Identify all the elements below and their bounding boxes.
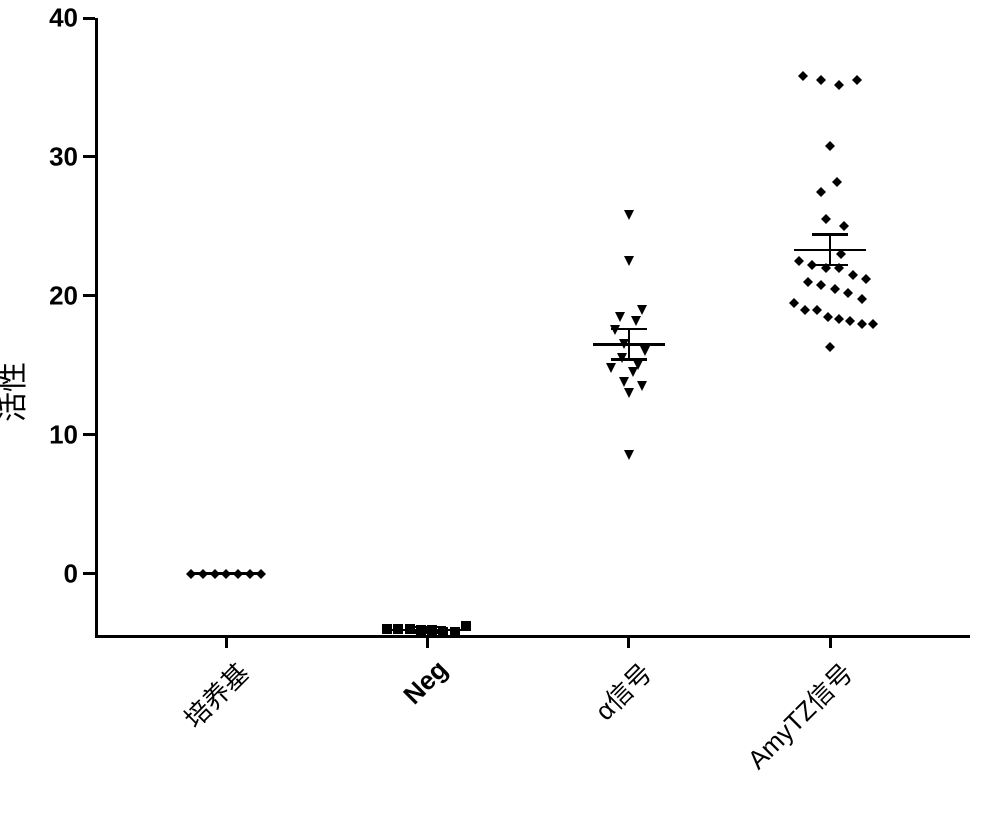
diamond-marker xyxy=(812,305,822,315)
diamond-marker xyxy=(834,314,844,324)
diamond-marker xyxy=(832,177,842,187)
triangle-down-marker xyxy=(637,305,647,315)
ytick-line xyxy=(83,294,95,297)
xtick-line xyxy=(225,636,228,648)
diamond-marker xyxy=(834,80,844,90)
dotplot-chart: 活性 010203040 培养基Negα信号AmyTZ信号 xyxy=(0,0,1000,783)
xtick-label: Neg xyxy=(290,654,453,817)
error-cap xyxy=(812,264,848,267)
xtick-line xyxy=(426,636,429,648)
triangle-down-marker xyxy=(624,388,634,398)
mean-line xyxy=(190,572,262,575)
diamond-marker xyxy=(816,187,826,197)
ytick-label: 10 xyxy=(49,419,78,450)
ytick-label: 20 xyxy=(49,280,78,311)
diamond-marker xyxy=(868,319,878,329)
error-bar xyxy=(628,329,631,360)
triangle-down-marker xyxy=(631,316,641,326)
error-cap xyxy=(812,233,848,236)
diamond-marker xyxy=(843,288,853,298)
diamond-marker xyxy=(816,75,826,85)
triangle-down-marker xyxy=(619,377,629,387)
ytick-label: 0 xyxy=(64,558,78,589)
error-cap xyxy=(611,328,647,331)
diamond-marker xyxy=(861,274,871,284)
xtick-line xyxy=(627,636,630,648)
diamond-marker xyxy=(821,214,831,224)
diamond-marker xyxy=(830,284,840,294)
diamond-marker xyxy=(803,277,813,287)
diamond-marker xyxy=(823,312,833,322)
triangle-down-marker xyxy=(606,363,616,373)
triangle-down-marker xyxy=(615,312,625,322)
ytick-label: 40 xyxy=(49,3,78,34)
triangle-down-marker xyxy=(628,367,638,377)
triangle-down-marker xyxy=(637,381,647,391)
xtick-label: α信号 xyxy=(491,654,659,822)
diamond-marker xyxy=(816,280,826,290)
xtick-label: AmyTZ信号 xyxy=(693,654,861,822)
diamond-marker xyxy=(825,342,835,352)
diamond-marker xyxy=(794,256,804,266)
diamond-marker xyxy=(825,141,835,151)
triangle-down-marker xyxy=(640,346,650,356)
ytick-line xyxy=(83,572,95,575)
ytick-line xyxy=(83,155,95,158)
xtick-line xyxy=(829,636,832,648)
error-cap xyxy=(611,358,647,361)
diamond-marker xyxy=(852,75,862,85)
error-cap xyxy=(410,626,446,629)
diamond-marker xyxy=(800,305,810,315)
ytick-line xyxy=(83,433,95,436)
triangle-down-marker xyxy=(624,256,634,266)
diamond-marker xyxy=(857,319,867,329)
diamond-marker xyxy=(857,294,867,304)
error-bar xyxy=(829,235,832,266)
square-marker xyxy=(382,624,392,634)
plot-area xyxy=(95,18,973,636)
y-axis-label: 活性 xyxy=(0,362,32,422)
diamond-marker xyxy=(789,298,799,308)
ytick-label: 30 xyxy=(49,141,78,172)
diamond-marker xyxy=(798,71,808,81)
ytick-line xyxy=(83,17,95,20)
diamond-marker xyxy=(839,221,849,231)
xtick-label: 培养基 xyxy=(89,654,257,822)
error-cap xyxy=(410,631,446,634)
diamond-marker xyxy=(848,270,858,280)
triangle-down-marker xyxy=(624,210,634,220)
diamond-marker xyxy=(845,316,855,326)
triangle-down-marker xyxy=(624,450,634,460)
